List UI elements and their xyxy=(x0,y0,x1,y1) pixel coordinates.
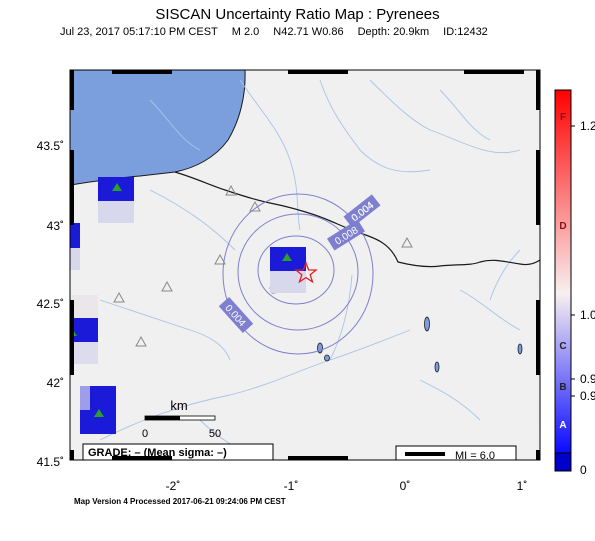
colorbar-label: 0 xyxy=(580,463,587,477)
triangle-icon xyxy=(225,184,237,196)
event-magnitude: M 2.0 xyxy=(231,26,260,38)
triangle-icon xyxy=(249,200,261,212)
latitude-labels: 43.5˚ 43˚ 42.5˚ 42˚ 41.5˚ xyxy=(37,139,64,469)
lat-label: 42˚ xyxy=(47,376,64,390)
colorbar: 1.2 1.0 0.9 0.9 0 F D C B A xyxy=(554,89,595,477)
mi-legend xyxy=(395,445,517,460)
scale-unit: km xyxy=(170,398,187,413)
lon-label: -1˚ xyxy=(284,479,299,493)
event-date: Jul 23, 2017 05:17:10 PM CEST xyxy=(60,26,218,38)
grade-letter: B xyxy=(559,382,566,393)
triangle-icon xyxy=(214,253,226,265)
scale-tick-0: 0 xyxy=(142,428,148,440)
map-frame xyxy=(69,69,541,461)
uncertainty-contours xyxy=(222,193,374,355)
lat-label: 43.5˚ xyxy=(37,139,64,153)
triangle-icon xyxy=(112,183,122,191)
footer-note: Map Version 4 Processed 2017-06-21 09:24… xyxy=(74,497,286,506)
grade-letter: C xyxy=(559,341,566,352)
triangle-icon xyxy=(113,291,125,303)
triangle-icon xyxy=(135,335,147,347)
longitude-labels: -2˚ -1˚ 0˚ 1˚ xyxy=(166,479,528,493)
stations xyxy=(70,183,413,417)
triangle-icon xyxy=(161,280,173,292)
lat-label: 43˚ xyxy=(47,219,64,233)
map-title: SISCAN Uncertainty Ratio Map : Pyrenees xyxy=(155,6,440,23)
colorbar-label: 1.0 xyxy=(580,308,595,322)
event-location: N42.71 W0.86 xyxy=(273,26,344,38)
triangle-icon xyxy=(401,236,413,248)
grade-letter: D xyxy=(559,221,566,232)
grade-letter: A xyxy=(559,420,566,431)
lon-label: 1˚ xyxy=(517,479,528,493)
mi-legend-text: MI = 6.0 xyxy=(455,450,495,462)
grade-letter: F xyxy=(560,112,566,123)
lat-label: 41.5˚ xyxy=(37,455,64,469)
event-info: Jul 23, 2017 05:17:10 PM CEST M 2.0 N42.71… xyxy=(60,26,502,38)
lon-label: -2˚ xyxy=(166,479,181,493)
event-id: ID:12432 xyxy=(443,26,488,38)
ratio-cells xyxy=(70,177,306,434)
scale-bar: km 0 50 xyxy=(142,398,221,440)
triangle-icon xyxy=(94,409,104,417)
event-depth: Depth: 20.9km xyxy=(357,26,430,38)
colorbar-label: 1.2 xyxy=(580,119,595,133)
lon-label: 0˚ xyxy=(400,479,411,493)
colorbar-label: 0.9 xyxy=(580,389,595,403)
triangle-icon xyxy=(282,253,292,261)
country-border xyxy=(174,171,540,268)
scale-tick-50: 50 xyxy=(209,428,221,440)
lat-label: 42.5˚ xyxy=(37,297,64,311)
star-icon xyxy=(294,261,318,284)
colorbar-label: 0.9 xyxy=(580,372,595,386)
